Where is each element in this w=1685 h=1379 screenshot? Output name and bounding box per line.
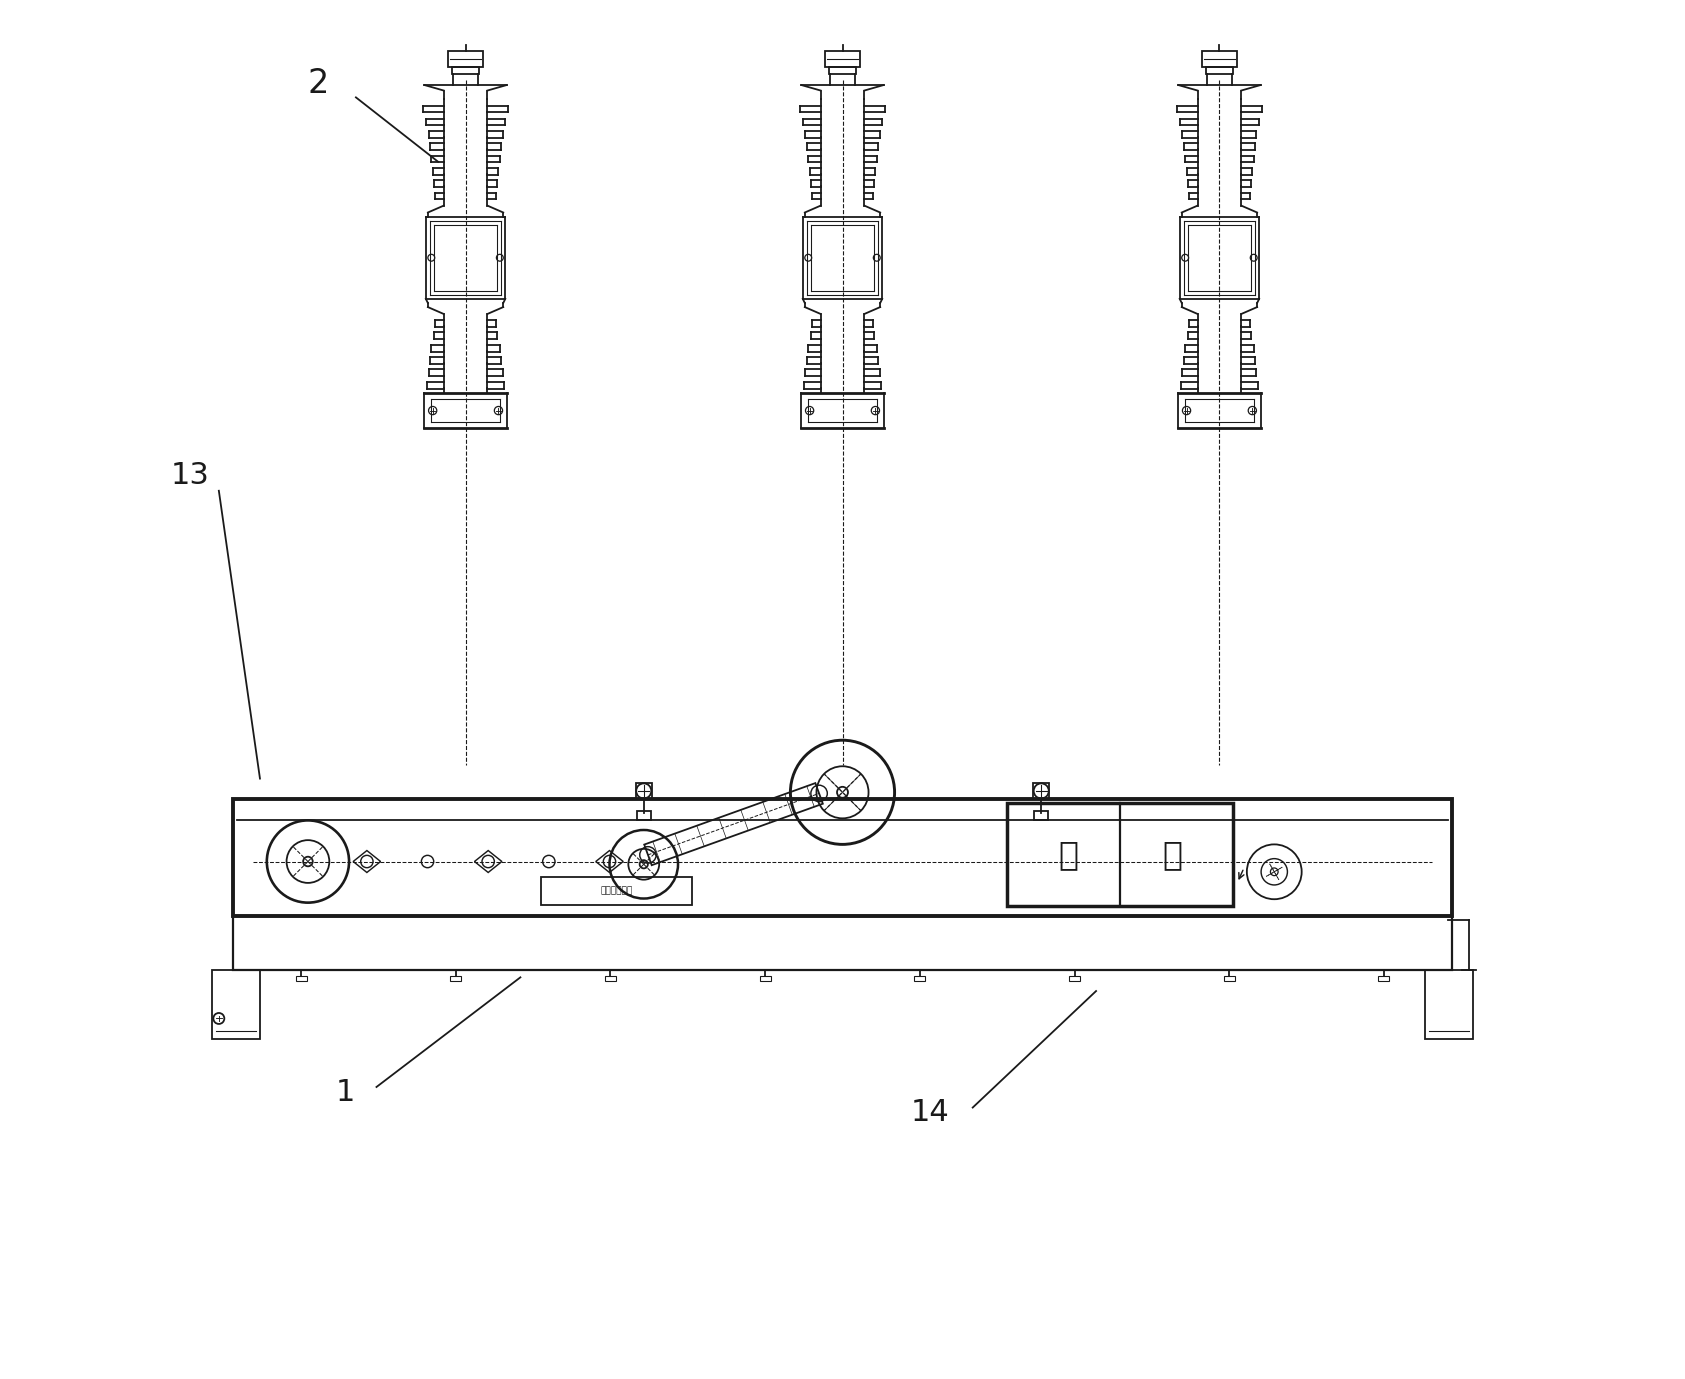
Text: 1: 1 [335, 1078, 356, 1107]
Text: 未储能已储能: 未储能已储能 [600, 887, 632, 895]
Bar [1201, 51, 1237, 68]
Bar [1223, 976, 1235, 982]
Bar [295, 976, 307, 982]
Text: 2: 2 [308, 68, 329, 101]
Bar [637, 811, 650, 819]
Bar [1008, 803, 1233, 906]
Bar [829, 68, 856, 74]
Bar [915, 976, 925, 982]
Bar [760, 976, 770, 982]
Bar [824, 51, 861, 68]
Text: 合: 合 [1163, 838, 1183, 872]
Bar [233, 800, 1452, 916]
Bar [1426, 971, 1473, 1038]
Bar [448, 51, 484, 68]
Bar [1033, 783, 1050, 800]
Bar [605, 976, 617, 982]
Text: 14: 14 [912, 1098, 950, 1127]
Bar [1035, 811, 1048, 819]
Bar [1068, 976, 1080, 982]
Bar [212, 971, 259, 1038]
Bar [635, 783, 652, 800]
Text: 13: 13 [170, 461, 209, 490]
Bar [541, 877, 693, 905]
Bar [452, 68, 479, 74]
Bar [1378, 976, 1390, 982]
Bar [450, 976, 462, 982]
Bar [233, 916, 1452, 971]
Bar [1206, 68, 1233, 74]
Text: 分: 分 [1058, 838, 1078, 872]
